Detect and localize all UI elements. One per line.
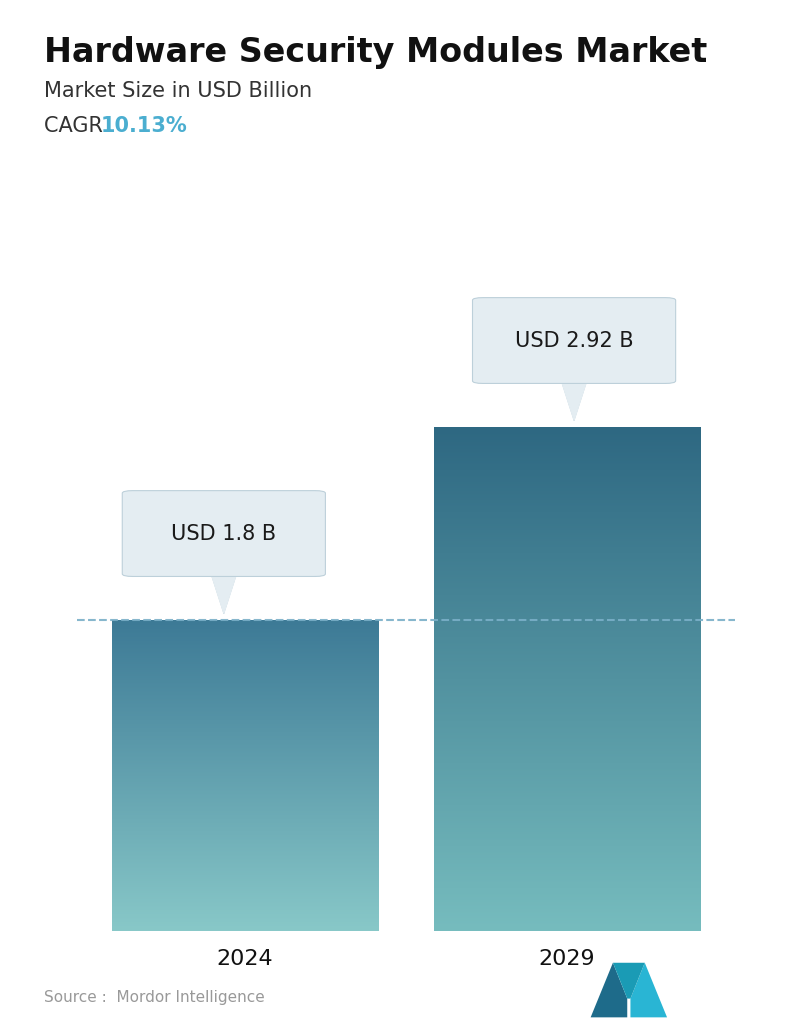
Text: Market Size in USD Billion: Market Size in USD Billion [44,81,312,100]
FancyBboxPatch shape [473,298,676,384]
Polygon shape [211,574,236,613]
Text: USD 1.8 B: USD 1.8 B [171,523,276,544]
Text: USD 2.92 B: USD 2.92 B [515,331,634,351]
Text: 10.13%: 10.13% [101,116,188,135]
Polygon shape [630,963,667,1017]
Polygon shape [561,381,587,420]
Polygon shape [613,963,645,999]
Text: Hardware Security Modules Market: Hardware Security Modules Market [44,36,707,69]
Text: Source :  Mordor Intelligence: Source : Mordor Intelligence [44,990,264,1005]
FancyBboxPatch shape [123,490,326,577]
Polygon shape [591,963,627,1017]
Text: CAGR: CAGR [44,116,116,135]
